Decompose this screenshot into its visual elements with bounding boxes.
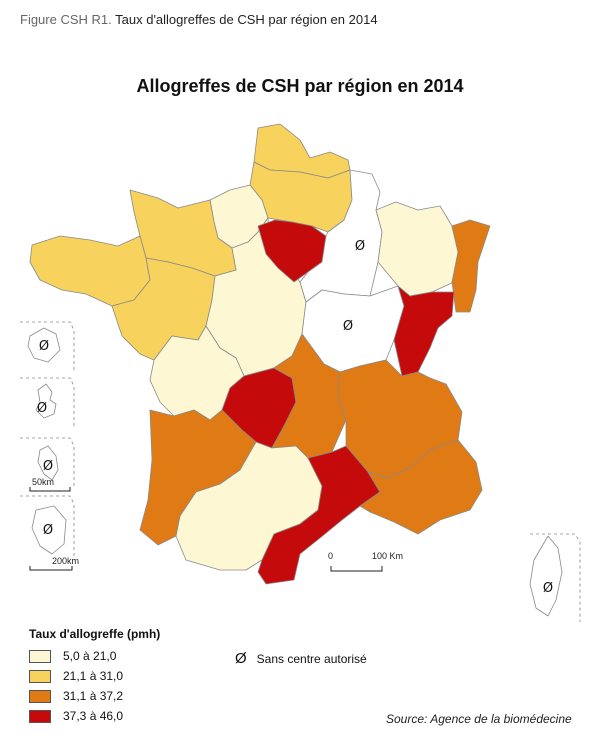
no-center-legend: Ø Sans centre autorisé [235,650,367,667]
region-corse [529,535,563,617]
region-franche-comte [393,285,455,377]
no-center-marker-reunion: Ø [39,339,49,354]
figure-caption: Figure CSH R1. Taux d'allogreffes de CSH… [20,12,378,27]
scale-end-label: 100 Km [372,551,404,561]
region-alsace [451,219,491,313]
legend-swatch [29,689,51,703]
figure-caption-text: Taux d'allogreffes de CSH par région en … [115,12,378,27]
region-reunion [27,327,61,363]
legend-label: 5,0 à 21,0 [63,649,117,663]
scale-50km-label: 50km [32,477,55,487]
legend-item: 5,0 à 21,0 [29,648,116,664]
legend-swatch [29,649,51,663]
map-title: Allogreffes de CSH par région en 2014 [136,76,464,96]
region-languedoc-roussillon [257,445,381,585]
scale-bar-50km [29,487,71,492]
region-guadeloupe [35,383,57,419]
legend-swatch [29,709,51,723]
scale-bar-main [330,566,383,572]
legend-label: 21,1 à 31,0 [63,669,124,683]
region-lorraine [375,201,459,297]
no-center-marker-martinique: Ø [43,459,53,474]
no-center-marker-champagne-ardenne: Ø [355,239,365,254]
legend-swatch [29,669,51,683]
region-bretagne [29,235,151,307]
legend-label: 31,1 à 37,2 [63,689,124,703]
legend-item: 21,1 à 31,0 [29,668,123,684]
inset-frames [20,321,581,622]
scale-zero-label: 0 [328,551,334,561]
figure-label: Figure CSH R1. [20,12,112,27]
no-center-marker-guadeloupe: Ø [37,401,47,416]
region-provence-alpes-cote-dazur [359,439,483,535]
no-center-label: Sans centre autorisé [256,651,367,666]
legend-item: 31,1 à 37,2 [29,688,123,704]
no-center-marker-bourgogne: Ø [343,319,353,334]
scale-200km-label: 200km [52,556,80,566]
scale-bars [29,487,383,572]
source-note: Source: Agence de la biomédecine [386,712,572,726]
region-martinique [37,445,59,481]
legend-title: Taux d'allogreffe (pmh) [29,627,161,641]
no-center-markers: Ø Ø Ø Ø Ø Ø Ø [37,239,553,596]
no-center-marker-guyane: Ø [43,523,53,538]
legend-label: 37,3 à 46,0 [63,709,124,723]
region-guyane [31,505,67,555]
legend-item: 37,3 à 46,0 [29,708,123,724]
scale-bar-200km [29,566,73,571]
no-center-marker-corse: Ø [543,581,553,596]
no-center-symbol: Ø [235,650,247,667]
